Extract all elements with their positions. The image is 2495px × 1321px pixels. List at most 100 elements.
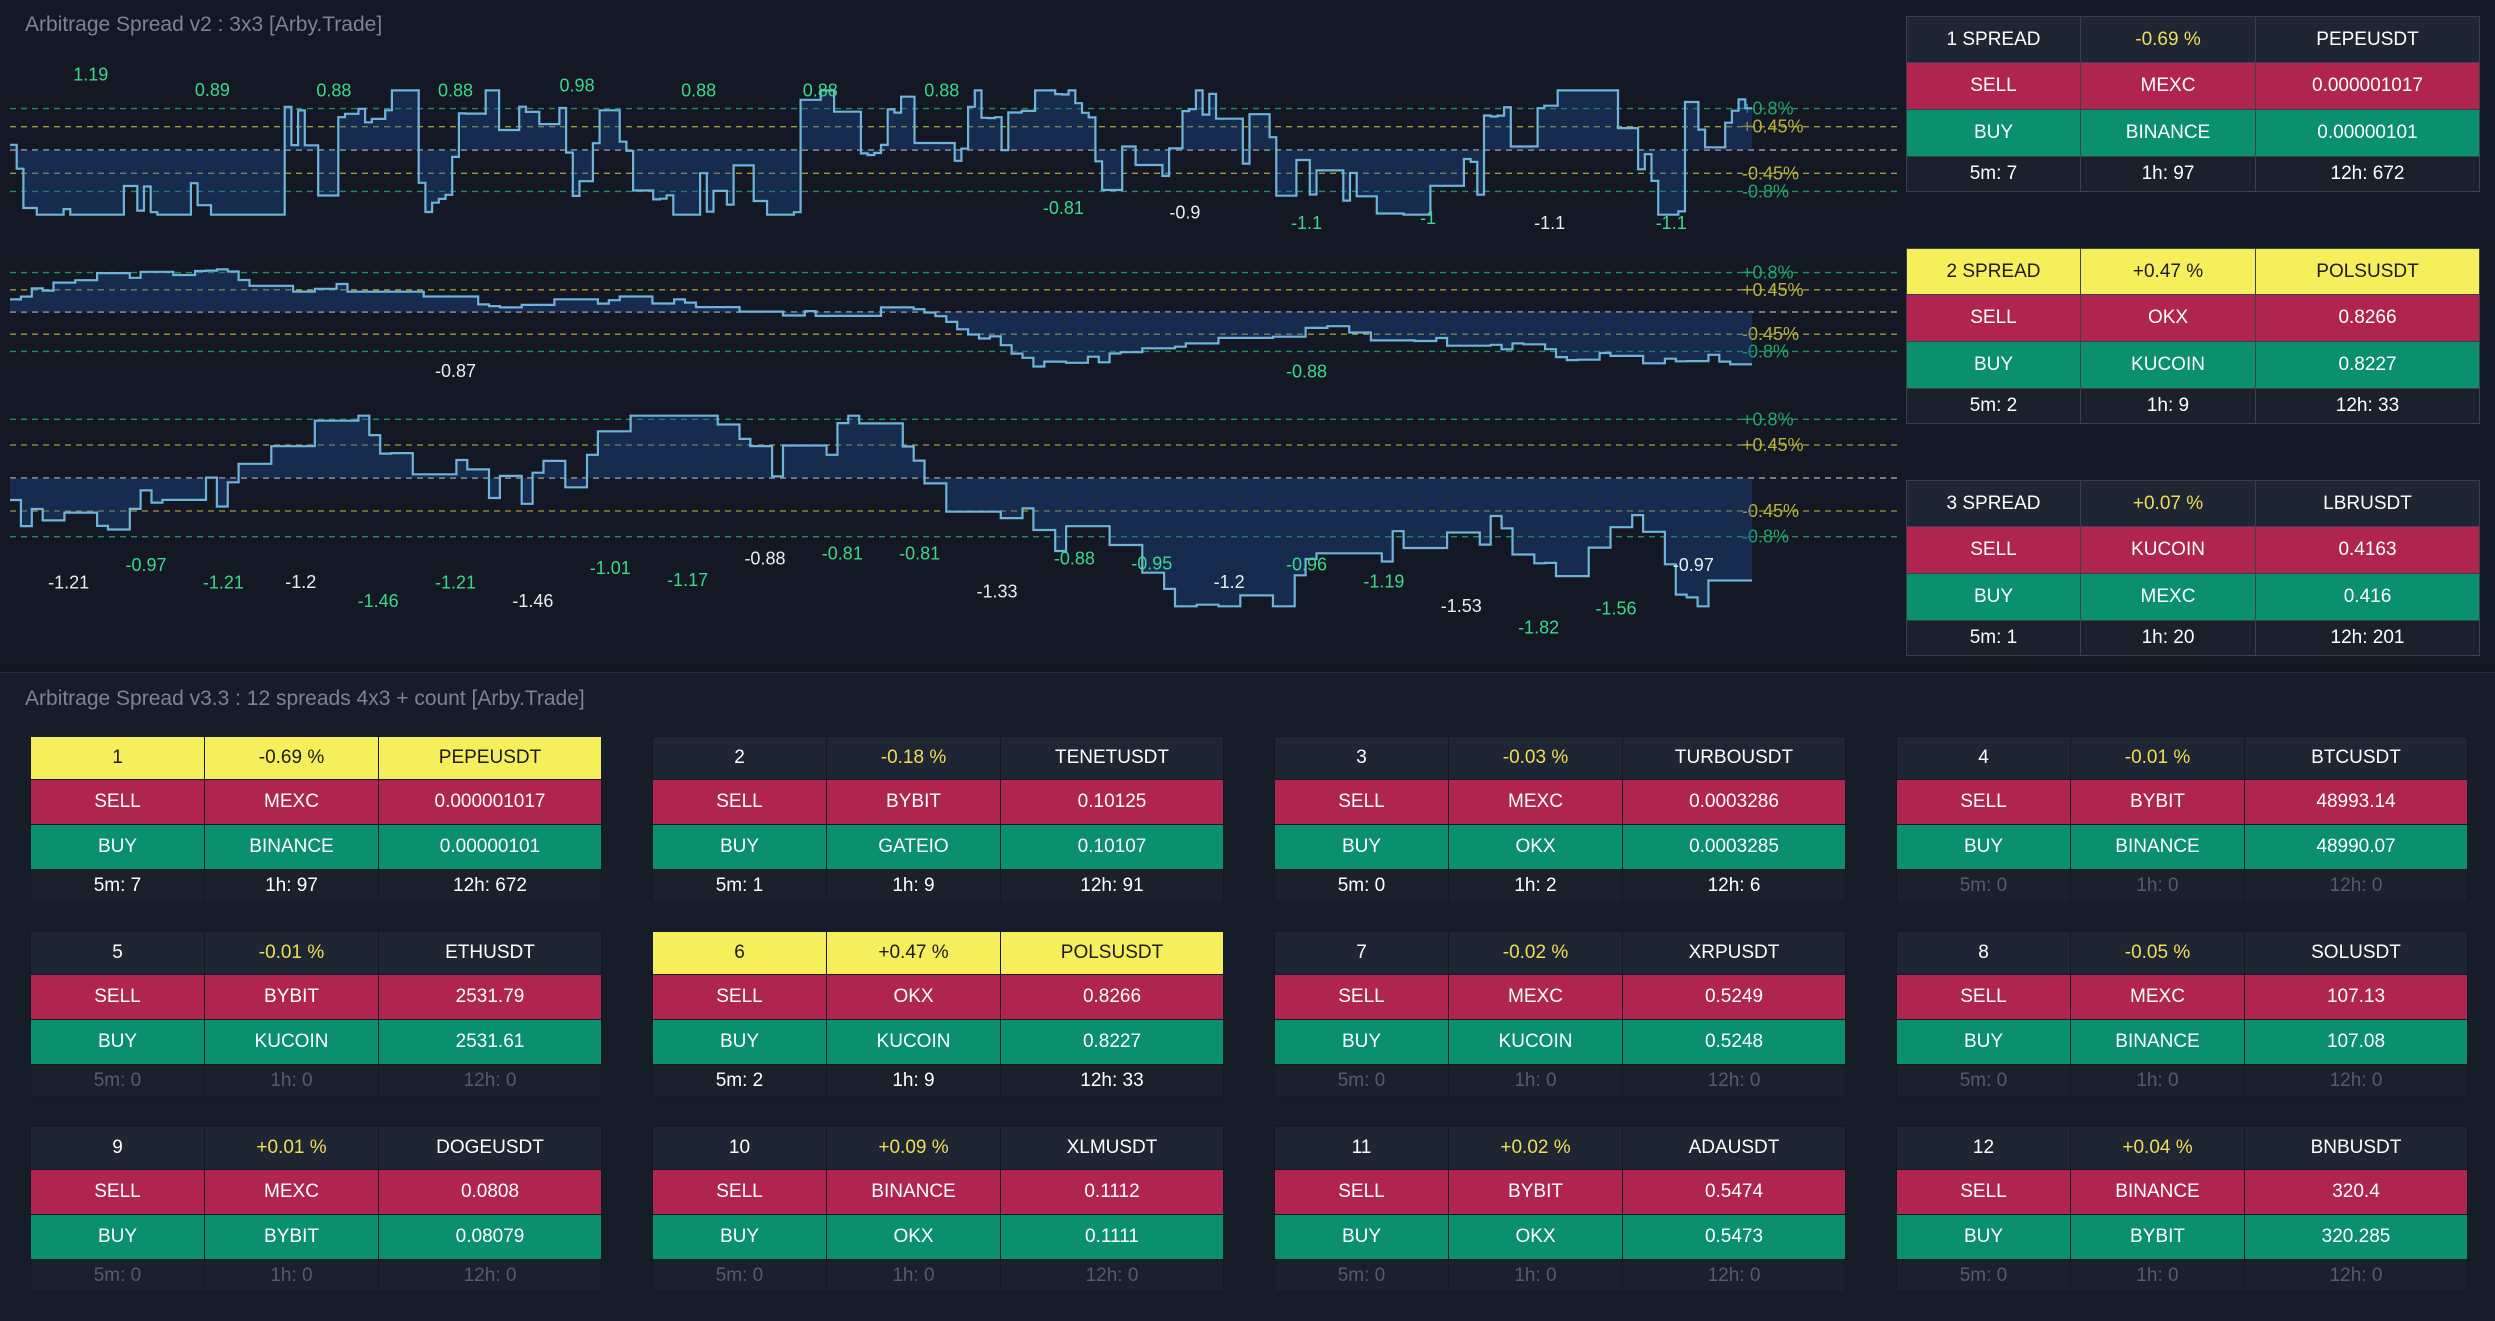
top-panel-title: Arbitrage Spread v2 : 3x3 [Arby.Trade] bbox=[25, 13, 382, 37]
sell-exchange: BINANCE bbox=[2071, 1170, 2245, 1215]
buy-price: 0.10107 bbox=[1001, 825, 1224, 870]
sell-exchange: MEXC bbox=[205, 780, 379, 825]
buy-row: BUY BINANCE 0.00000101 bbox=[1907, 110, 2480, 157]
count-5m: 5m: 2 bbox=[1907, 389, 2081, 424]
count-1h: 1h: 0 bbox=[827, 1260, 1001, 1292]
spread-symbol: BTCUSDT bbox=[2245, 737, 2468, 780]
spread-symbol: XLMUSDT bbox=[1001, 1127, 1224, 1170]
sell-label: SELL bbox=[31, 780, 205, 825]
value-annotation: -1.2 bbox=[1214, 572, 1245, 592]
grid-spread-table: 4 -0.01 % BTCUSDT SELL BYBIT 48993.14 BU… bbox=[1896, 736, 2468, 902]
count-12h: 12h: 0 bbox=[2245, 1260, 2468, 1292]
spread-percent: +0.09 % bbox=[827, 1127, 1001, 1170]
sell-exchange: MEXC bbox=[1449, 975, 1623, 1020]
sell-exchange: MEXC bbox=[2081, 63, 2256, 110]
sell-row: SELL BYBIT 48993.14 bbox=[1897, 780, 2468, 825]
spread-header-row: 12 +0.04 % BNBUSDT bbox=[1897, 1127, 2468, 1170]
value-annotation: -1.21 bbox=[203, 573, 244, 593]
spread-label: 10 bbox=[653, 1127, 827, 1170]
grid-spread-table: 3 -0.03 % TURBOUSDT SELL MEXC 0.0003286 … bbox=[1274, 736, 1846, 902]
value-annotation: 0.98 bbox=[560, 75, 595, 95]
sell-row: SELL MEXC 0.000001017 bbox=[1907, 63, 2480, 110]
count-row: 5m: 1 1h: 20 12h: 201 bbox=[1907, 621, 2480, 656]
count-1h: 1h: 2 bbox=[1449, 870, 1623, 902]
buy-exchange: BINANCE bbox=[205, 825, 379, 870]
count-12h: 12h: 0 bbox=[2245, 1065, 2468, 1097]
spread-symbol: PEPEUSDT bbox=[379, 737, 602, 780]
spread-percent: -0.05 % bbox=[2071, 932, 2245, 975]
spread-header-row: 9 +0.01 % DOGEUSDT bbox=[31, 1127, 602, 1170]
sell-row: SELL MEXC 0.000001017 bbox=[31, 780, 602, 825]
spread-header-row: 8 -0.05 % SOLUSDT bbox=[1897, 932, 2468, 975]
buy-exchange: KUCOIN bbox=[827, 1020, 1001, 1065]
value-annotation: 0.88 bbox=[316, 80, 351, 100]
spread-header-row: 11 +0.02 % ADAUSDT bbox=[1275, 1127, 1846, 1170]
buy-exchange: BINANCE bbox=[2071, 1020, 2245, 1065]
spread-label: 2 bbox=[653, 737, 827, 780]
sell-label: SELL bbox=[31, 975, 205, 1020]
count-row: 5m: 2 1h: 9 12h: 33 bbox=[653, 1065, 1224, 1097]
count-12h: 12h: 201 bbox=[2256, 621, 2480, 656]
count-5m: 5m: 0 bbox=[31, 1260, 205, 1292]
grid-spread-table: 9 +0.01 % DOGEUSDT SELL MEXC 0.0808 BUY … bbox=[30, 1126, 602, 1292]
spread-label: 3 bbox=[1275, 737, 1449, 780]
spread-percent: +0.01 % bbox=[205, 1127, 379, 1170]
count-5m: 5m: 0 bbox=[1897, 1260, 2071, 1292]
value-annotation: -1.53 bbox=[1441, 596, 1482, 616]
count-12h: 12h: 0 bbox=[1623, 1260, 1846, 1292]
sell-label: SELL bbox=[31, 1170, 205, 1215]
level-label: +0.8% bbox=[1742, 409, 1794, 429]
count-5m: 5m: 2 bbox=[653, 1065, 827, 1097]
sell-exchange: BINANCE bbox=[827, 1170, 1001, 1215]
count-12h: 12h: 0 bbox=[379, 1065, 602, 1097]
spread-header-row: 7 -0.02 % XRPUSDT bbox=[1275, 932, 1846, 975]
sell-price: 48993.14 bbox=[2245, 780, 2468, 825]
value-annotation: -1.33 bbox=[977, 582, 1018, 602]
buy-row: BUY OKX 0.0003285 bbox=[1275, 825, 1846, 870]
value-annotation: -1.21 bbox=[48, 573, 89, 593]
sell-label: SELL bbox=[1897, 780, 2071, 825]
sell-exchange: MEXC bbox=[205, 1170, 379, 1215]
grid-spread-table: 10 +0.09 % XLMUSDT SELL BINANCE 0.1112 B… bbox=[652, 1126, 1224, 1292]
count-12h: 12h: 0 bbox=[2245, 870, 2468, 902]
sell-row: SELL OKX 0.8266 bbox=[1907, 295, 2480, 342]
spread-header-row: 1 SPREAD -0.69 % PEPEUSDT bbox=[1907, 17, 2480, 63]
count-row: 5m: 2 1h: 9 12h: 33 bbox=[1907, 389, 2480, 424]
sell-price: 320.4 bbox=[2245, 1170, 2468, 1215]
sell-row: SELL MEXC 0.0003286 bbox=[1275, 780, 1846, 825]
sell-row: SELL MEXC 0.5249 bbox=[1275, 975, 1846, 1020]
count-row: 5m: 1 1h: 9 12h: 91 bbox=[653, 870, 1224, 902]
spread-header-row: 10 +0.09 % XLMUSDT bbox=[653, 1127, 1224, 1170]
buy-label: BUY bbox=[653, 1020, 827, 1065]
sell-price: 0.000001017 bbox=[2256, 63, 2480, 110]
count-1h: 1h: 0 bbox=[1449, 1065, 1623, 1097]
sell-price: 0.8266 bbox=[2256, 295, 2480, 342]
spread-label: 8 bbox=[1897, 932, 2071, 975]
count-5m: 5m: 0 bbox=[1897, 1065, 2071, 1097]
sell-price: 0.0808 bbox=[379, 1170, 602, 1215]
sell-label: SELL bbox=[1275, 780, 1449, 825]
count-row: 5m: 0 1h: 0 12h: 0 bbox=[1275, 1065, 1846, 1097]
spread-label: 12 bbox=[1897, 1127, 2071, 1170]
count-1h: 1h: 0 bbox=[205, 1065, 379, 1097]
sell-price: 0.8266 bbox=[1001, 975, 1224, 1020]
bottom-panel: Arbitrage Spread v3.3 : 12 spreads 4x3 +… bbox=[0, 672, 2495, 1321]
spread-label: 11 bbox=[1275, 1127, 1449, 1170]
sell-label: SELL bbox=[1907, 527, 2081, 574]
sell-label: SELL bbox=[653, 975, 827, 1020]
spread-percent: -0.03 % bbox=[1449, 737, 1623, 780]
count-12h: 12h: 672 bbox=[379, 870, 602, 902]
buy-label: BUY bbox=[31, 825, 205, 870]
buy-exchange: BINANCE bbox=[2081, 110, 2256, 157]
count-5m: 5m: 1 bbox=[1907, 621, 2081, 656]
sell-row: SELL BYBIT 0.10125 bbox=[653, 780, 1224, 825]
sell-row: SELL KUCOIN 0.4163 bbox=[1907, 527, 2480, 574]
buy-row: BUY KUCOIN 2531.61 bbox=[31, 1020, 602, 1065]
grid-spread-table: 8 -0.05 % SOLUSDT SELL MEXC 107.13 BUY B… bbox=[1896, 931, 2468, 1097]
count-5m: 5m: 0 bbox=[31, 1065, 205, 1097]
spread-header-row: 2 SPREAD +0.47 % POLSUSDT bbox=[1907, 249, 2480, 295]
spread-header-row: 3 SPREAD +0.07 % LBRUSDT bbox=[1907, 481, 2480, 527]
count-5m: 5m: 1 bbox=[653, 870, 827, 902]
count-12h: 12h: 0 bbox=[1623, 1065, 1846, 1097]
value-annotation: -1.21 bbox=[435, 573, 476, 593]
